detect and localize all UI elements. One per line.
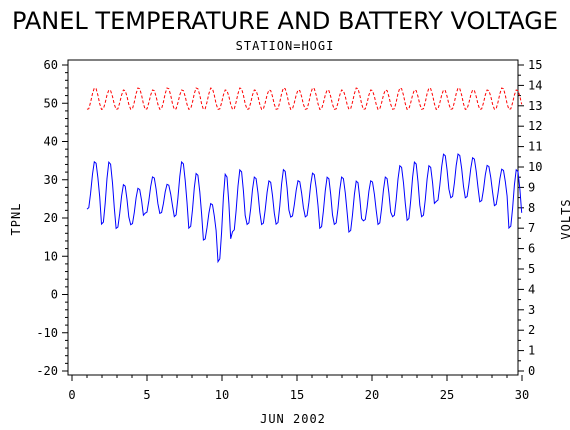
x-axis-label: JUN 2002 — [260, 412, 326, 426]
y-left-tick-label: -10 — [36, 326, 58, 340]
y-left-axis: -20 -10 0 10 20 30 40 50 60 — [36, 58, 68, 378]
y-left-tick-label: 20 — [44, 211, 58, 225]
y-left-axis-label: TPNL — [9, 203, 23, 236]
y-right-tick-label: 15 — [528, 58, 542, 72]
x-tick-label: 20 — [365, 388, 379, 402]
y-right-tick-label: 11 — [528, 140, 542, 154]
y-left-tick-label: 60 — [44, 58, 58, 72]
y-right-tick-label: 4 — [528, 282, 535, 296]
series-layer — [86, 87, 523, 264]
y-right-tick-label: 10 — [528, 160, 542, 174]
y-right-tick-label: 14 — [528, 78, 542, 92]
x-tick-label: 30 — [515, 388, 529, 402]
y-left-tick-label: 40 — [44, 135, 58, 149]
y-right-tick-label: 2 — [528, 323, 535, 337]
y-right-tick-label: 7 — [528, 221, 535, 235]
x-tick-label: 0 — [68, 388, 75, 402]
y-right-tick-label: 8 — [528, 201, 535, 215]
chart-subtitle: STATION=HOGI — [236, 39, 335, 53]
series-line-volts — [86, 87, 523, 111]
y-right-tick-label: 13 — [528, 99, 542, 113]
x-tick-label: 25 — [440, 388, 454, 402]
y-right-tick-label: 6 — [528, 242, 535, 256]
y-right-tick-label: 12 — [528, 119, 542, 133]
y-left-tick-label: 50 — [44, 96, 58, 110]
x-axis: 0 5 10 15 20 25 30 — [68, 375, 529, 402]
x-tick-label: 5 — [143, 388, 150, 402]
x-tick-label: 15 — [290, 388, 304, 402]
x-tick-label: 10 — [215, 388, 229, 402]
y-right-tick-label: 9 — [528, 180, 535, 194]
chart-title: PANEL TEMPERATURE AND BATTERY VOLTAGE — [12, 7, 558, 35]
y-right-tick-label: 3 — [528, 303, 535, 317]
y-right-tick-label: 0 — [528, 364, 535, 378]
y-right-tick-label: 5 — [528, 262, 535, 276]
y-right-axis-label: VOLTS — [559, 198, 570, 239]
series-line-tpnl — [86, 153, 523, 264]
y-left-tick-label: 0 — [51, 288, 58, 302]
y-left-tick-label: -20 — [36, 364, 58, 378]
y-left-tick-label: 10 — [44, 249, 58, 263]
y-right-tick-label: 1 — [528, 344, 535, 358]
y-left-tick-label: 30 — [44, 173, 58, 187]
